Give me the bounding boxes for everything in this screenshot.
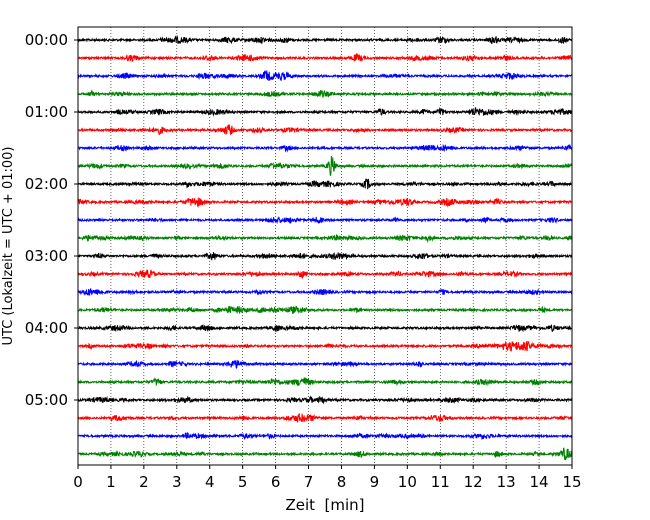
seismogram-trace xyxy=(77,123,573,136)
y-tick-label: 00:00 xyxy=(25,31,68,49)
y-axis: 00:00 01:00 02:00 03:00 04:00 05:00 xyxy=(25,31,78,409)
x-axis: 0 1 2 3 4 5 6 7 8 9 10 11 12 13 14 15 xyxy=(73,465,582,491)
seismogram-trace xyxy=(77,447,573,461)
seismogram-trace xyxy=(77,106,573,117)
x-tick-label: 2 xyxy=(139,473,149,491)
seismogram-traces xyxy=(77,34,573,461)
seismogram-trace xyxy=(77,359,573,370)
x-tick-label: 3 xyxy=(172,473,182,491)
seismogram-trace xyxy=(77,324,573,333)
seismogram-trace xyxy=(77,52,573,63)
seismogram-trace xyxy=(77,269,573,280)
seismogram-trace xyxy=(77,305,573,315)
x-axis-label: Zeit [min] xyxy=(285,496,364,514)
x-tick-label: 9 xyxy=(370,473,380,491)
seismogram-trace xyxy=(77,178,573,190)
plot-frame xyxy=(77,26,573,466)
seismogram-trace xyxy=(77,156,573,177)
seismogram-trace xyxy=(77,34,573,45)
x-tick-label: 12 xyxy=(464,473,483,491)
x-tick-label: 8 xyxy=(337,473,347,491)
y-tick-label: 05:00 xyxy=(25,391,68,409)
seismogram-trace xyxy=(77,69,573,82)
x-tick-label: 7 xyxy=(304,473,314,491)
x-tick-label: 10 xyxy=(398,473,417,491)
x-tick-label: 1 xyxy=(106,473,116,491)
y-tick-label: 03:00 xyxy=(25,247,68,265)
y-tick-label: 01:00 xyxy=(25,103,68,121)
seismogram-trace xyxy=(77,431,573,441)
seismogram-trace xyxy=(77,252,573,261)
x-tick-label: 5 xyxy=(238,473,248,491)
seismogram-trace xyxy=(77,340,573,352)
seismogram-trace xyxy=(77,413,573,424)
y-axis-label: UTC (Lokalzeit = UTC + 01:00) xyxy=(1,147,16,346)
y-tick-label: 04:00 xyxy=(25,319,68,337)
seismogram-trace xyxy=(77,197,573,209)
x-tick-label: 6 xyxy=(271,473,281,491)
x-tick-label: 15 xyxy=(562,473,581,491)
seismogram-trace xyxy=(77,377,573,387)
seismogram-trace xyxy=(77,288,573,297)
y-tick-label: 02:00 xyxy=(25,175,68,193)
vertical-grid xyxy=(110,27,540,465)
seismogram-trace xyxy=(77,395,573,405)
x-tick-label: 14 xyxy=(530,473,549,491)
x-tick-label: 13 xyxy=(497,473,516,491)
seismogram-trace xyxy=(77,143,573,153)
x-tick-label: 4 xyxy=(205,473,215,491)
seismogram-trace xyxy=(77,89,573,98)
seismogram-trace xyxy=(77,216,573,225)
seismogram-trace xyxy=(77,233,573,244)
x-tick-label: 11 xyxy=(431,473,450,491)
x-tick-label: 0 xyxy=(73,473,83,491)
